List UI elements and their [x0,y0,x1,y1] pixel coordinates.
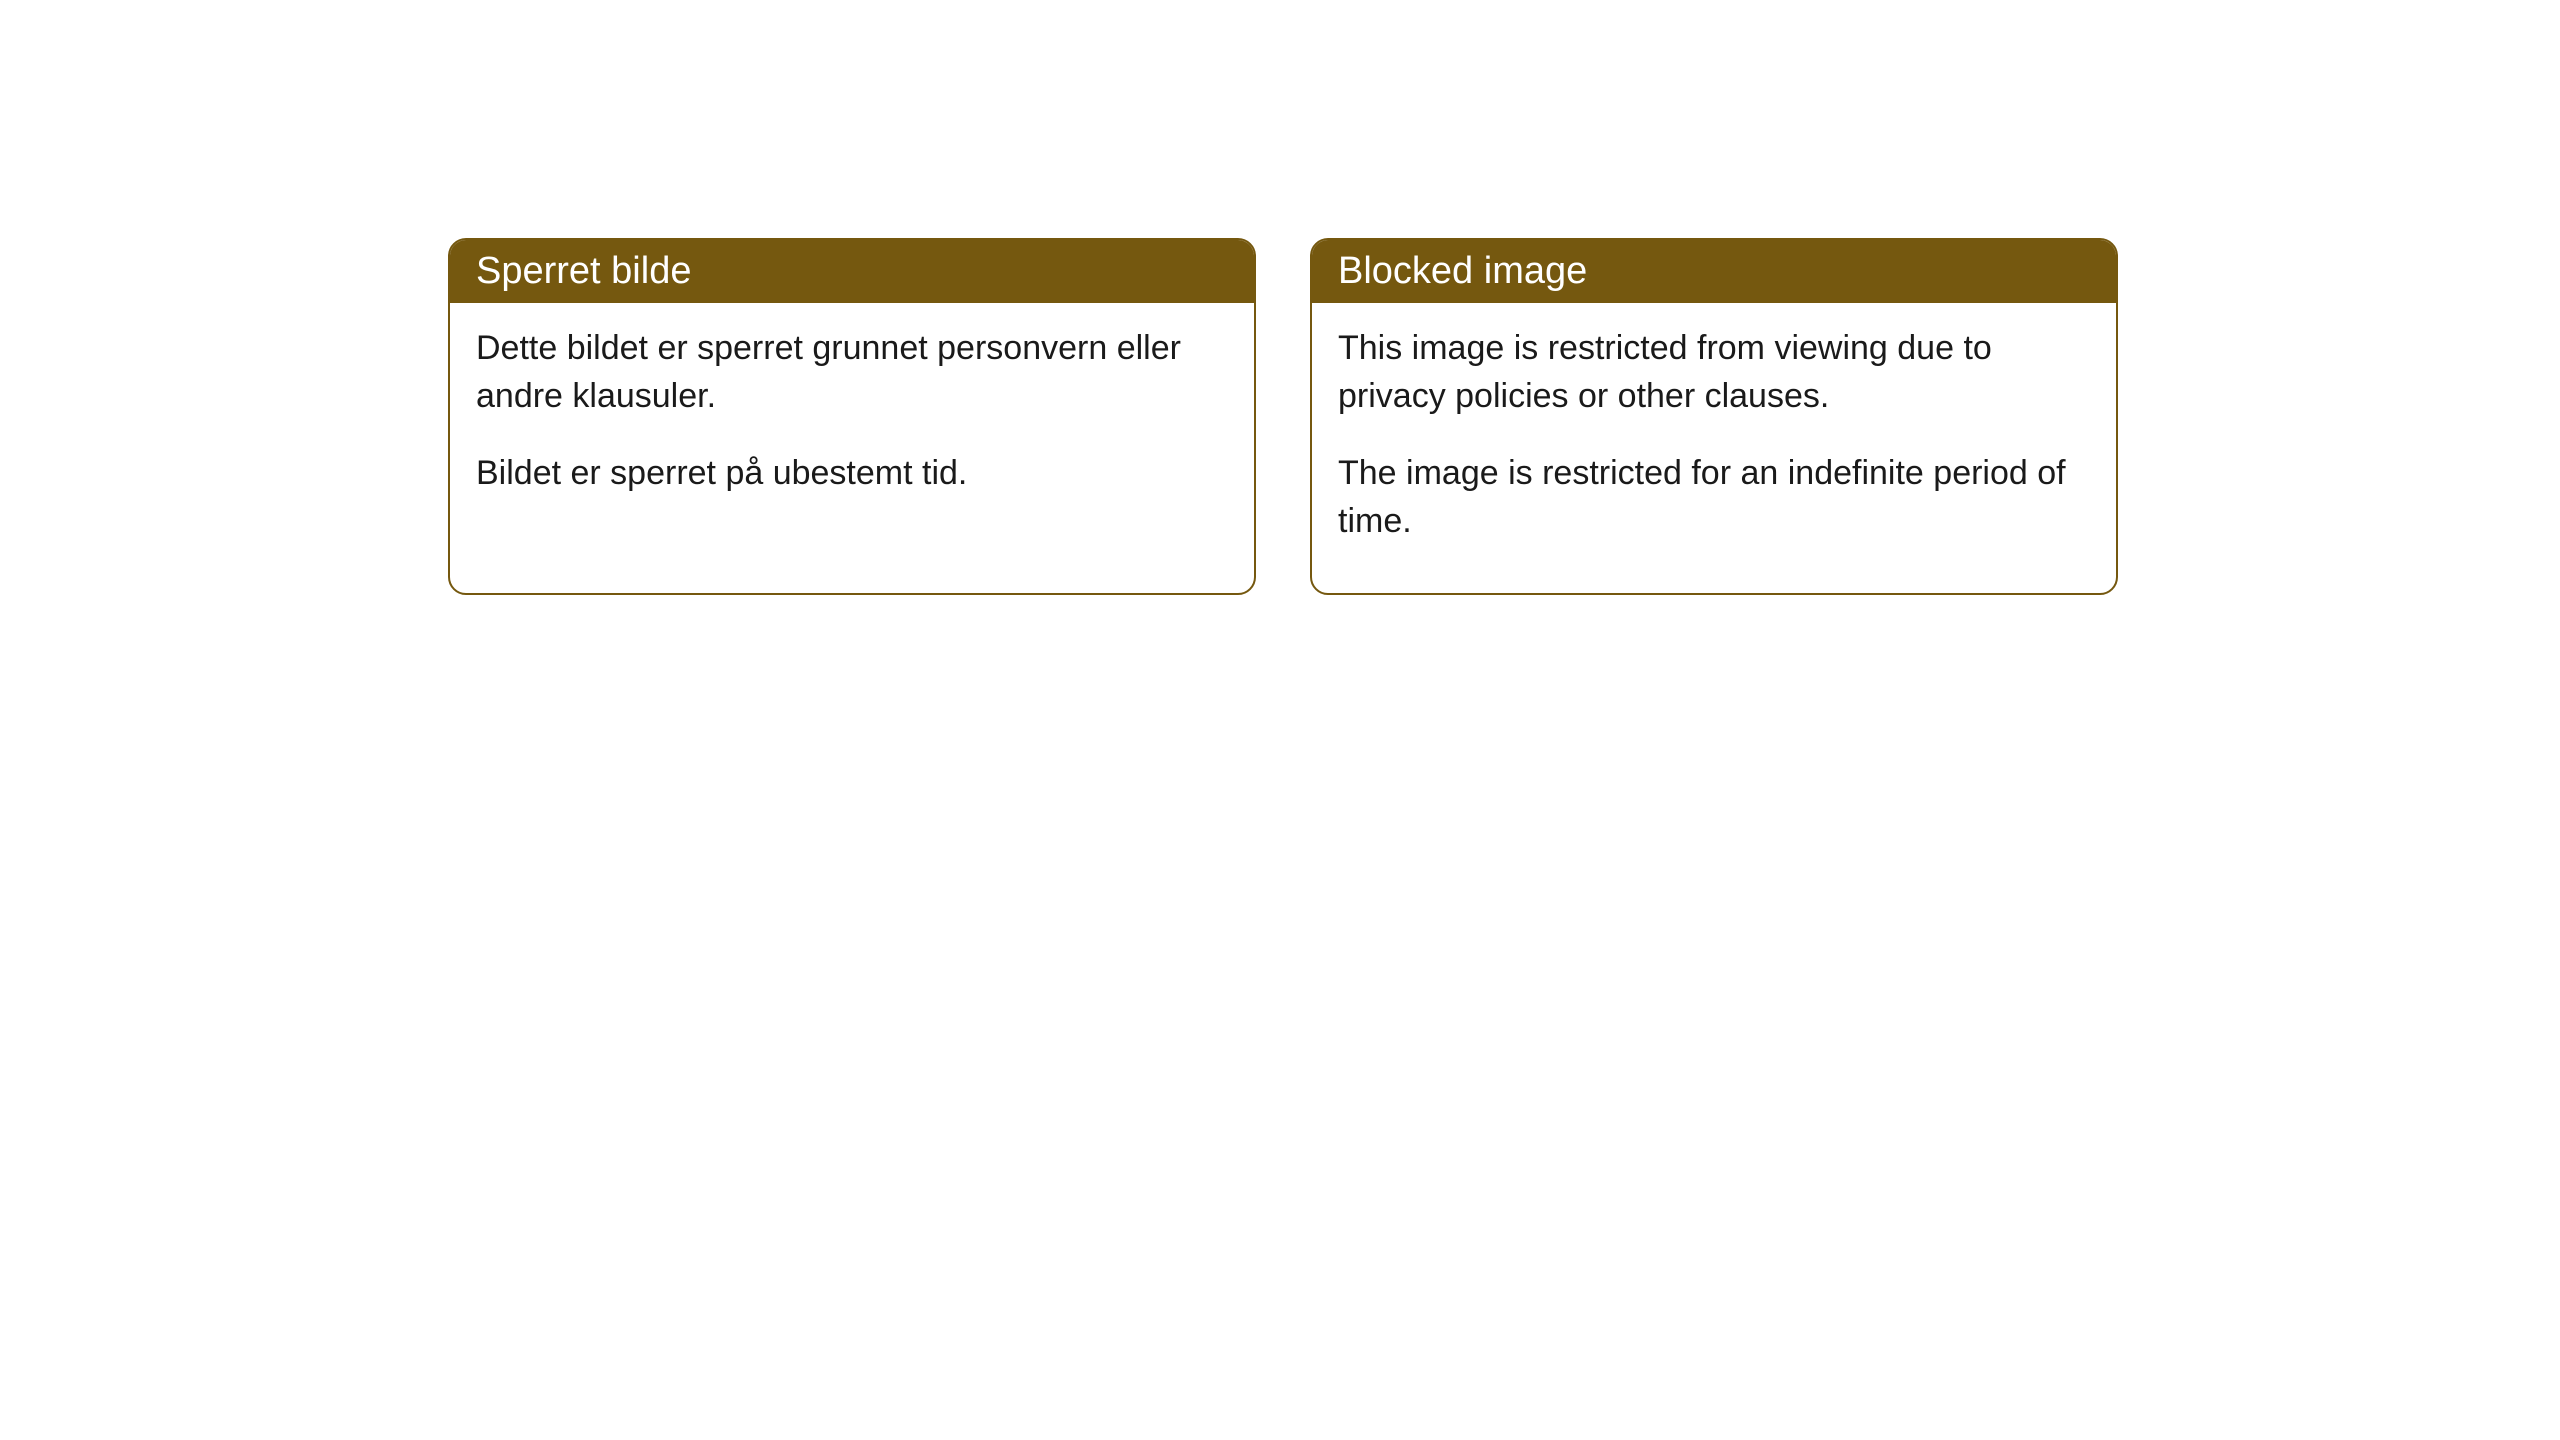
card-paragraph: Dette bildet er sperret grunnet personve… [476,325,1228,420]
card-body: This image is restricted from viewing du… [1312,303,2116,593]
card-body: Dette bildet er sperret grunnet personve… [450,303,1254,546]
card-paragraph: The image is restricted for an indefinit… [1338,450,2090,545]
card-paragraph: Bildet er sperret på ubestemt tid. [476,450,1228,498]
blocked-image-card-en: Blocked image This image is restricted f… [1310,238,2118,595]
card-title: Blocked image [1338,250,1587,292]
notice-cards-container: Sperret bilde Dette bildet er sperret gr… [448,238,2118,595]
card-paragraph: This image is restricted from viewing du… [1338,325,2090,420]
card-header: Sperret bilde [450,240,1254,303]
blocked-image-card-no: Sperret bilde Dette bildet er sperret gr… [448,238,1256,595]
card-header: Blocked image [1312,240,2116,303]
card-title: Sperret bilde [476,250,691,292]
